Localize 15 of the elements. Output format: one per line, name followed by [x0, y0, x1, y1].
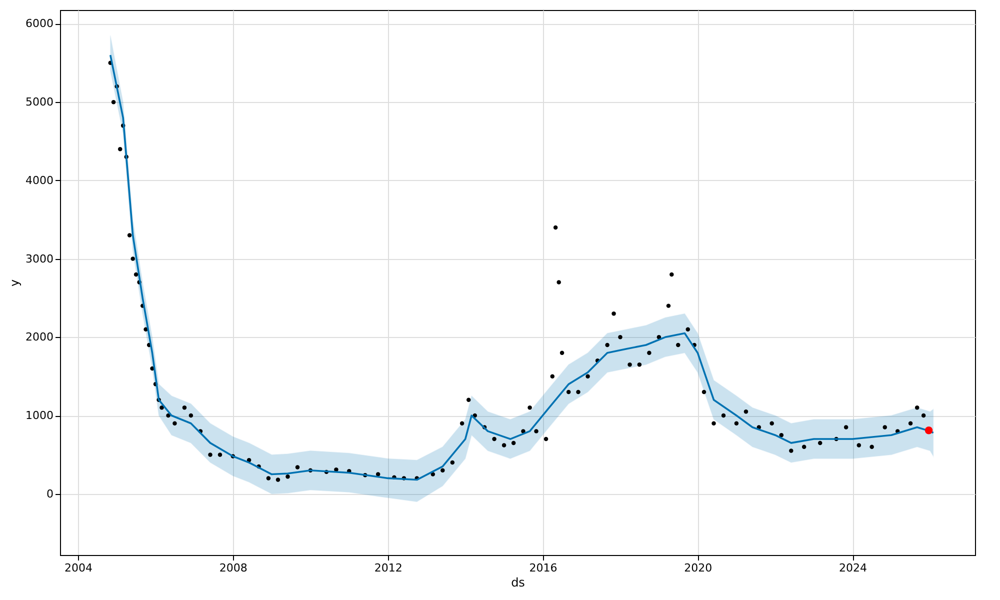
y-tick-label: 5000 — [26, 96, 54, 109]
x-tick-label: 2008 — [219, 562, 248, 574]
y-tick-label: 6000 — [26, 17, 54, 30]
x-axis-title: ds — [511, 576, 525, 590]
x-tick-label: 2004 — [64, 562, 93, 574]
x-tick-label: 2024 — [839, 562, 868, 574]
y-axis-title: y — [8, 279, 22, 287]
y-tick-label: 3000 — [26, 252, 54, 266]
x-tick-label: 2020 — [684, 562, 712, 574]
x-tick-label: 2012 — [374, 562, 402, 574]
y-tick-label: 2000 — [26, 330, 54, 344]
y-tick-label: 4000 — [26, 174, 54, 187]
y-tick-label: 1000 — [26, 409, 54, 422]
x-tick-label: 2016 — [529, 562, 558, 574]
y-tick-label: 0 — [46, 487, 54, 500]
